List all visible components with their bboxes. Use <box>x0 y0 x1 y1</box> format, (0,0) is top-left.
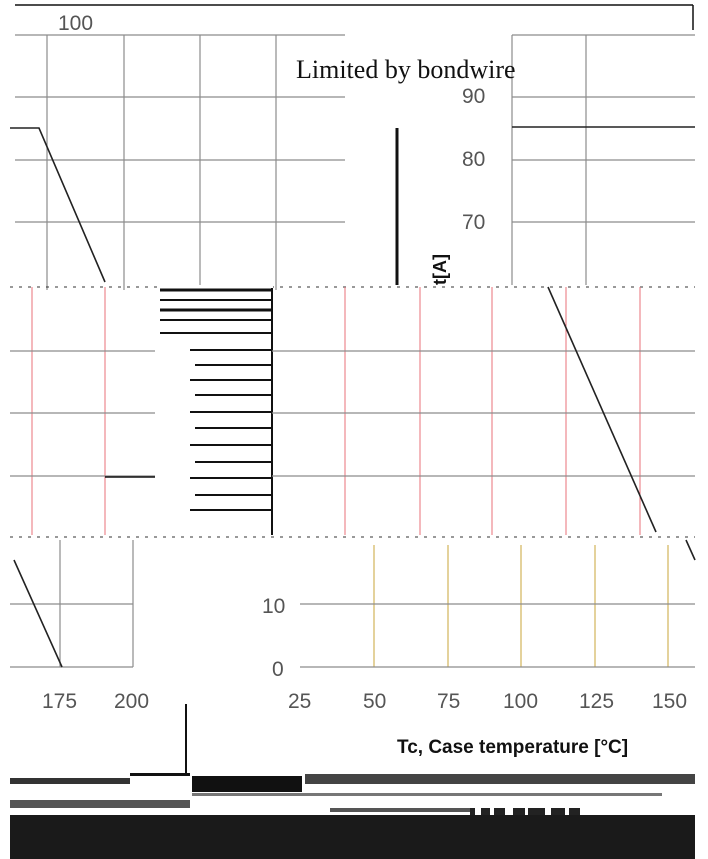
curve-segment <box>547 286 657 533</box>
panel-bottom-left: 175 200 <box>10 540 149 713</box>
x-tick-label: 25 <box>288 690 311 713</box>
tick-label-top-partial: 100 <box>58 12 93 35</box>
x-tick-label: 50 <box>363 690 386 713</box>
panel-top-right <box>395 34 695 285</box>
curve-segment <box>13 559 63 668</box>
panel-middle <box>10 285 695 538</box>
y-axis-artifact <box>157 285 273 535</box>
x-tick-label: 200 <box>114 690 149 713</box>
curve-segment <box>685 539 696 561</box>
panel-bottom-right: 10 0 25 50 75 100 125 150 <box>262 539 696 713</box>
x-tick-label: 175 <box>42 690 77 713</box>
y-tick-label: 90 <box>462 85 485 108</box>
footer-noise-band <box>10 773 695 859</box>
x-tick-label: 75 <box>437 690 460 713</box>
y-tick-label: 70 <box>462 211 485 234</box>
y-axis-label-fragment: t[A] <box>430 254 450 285</box>
y-tick-label: 10 <box>262 595 285 618</box>
annotation-bondwire: Limited by bondwire <box>296 55 516 84</box>
x-tick-label: 100 <box>503 690 538 713</box>
panel-top-left: 100 <box>10 12 345 290</box>
x-tick-label: 125 <box>579 690 614 713</box>
y-axis-barcode <box>160 288 273 535</box>
y-tick-label: 0 <box>272 658 284 681</box>
x-axis-label: Tc, Case temperature [°C] <box>397 737 628 758</box>
y-tick-label: 80 <box>462 148 485 171</box>
x-tick-label: 150 <box>652 690 687 713</box>
curve-segment <box>10 127 106 283</box>
